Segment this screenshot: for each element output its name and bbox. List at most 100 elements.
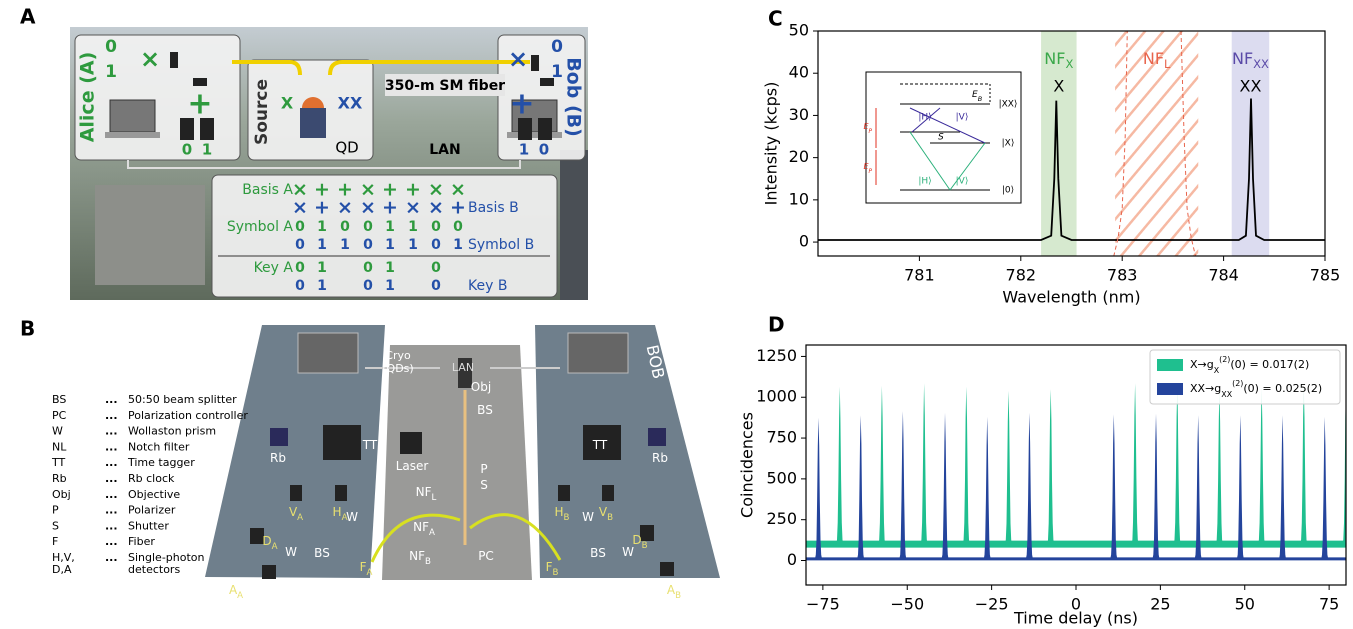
x-tick-label: 782 [1006,266,1037,285]
legend-swatch [1157,359,1183,371]
scene-label-part: A [297,513,303,523]
bob-bit: 0 [551,37,563,57]
x-photon-label: X [281,94,294,113]
y-tick-label: 500 [766,468,797,487]
scene-label-part: TT [592,438,608,452]
table-row-label: Basis B [468,200,519,216]
inset-pol: |H⟩ [918,113,931,123]
legend-abbr: Obj [52,488,71,501]
table-cell: 1 [385,219,395,235]
legend-desc: Shutter [128,519,169,532]
scene-label-part: (QDs) [382,362,413,375]
table-cell: 0 [295,237,305,253]
scene-label: PC [478,549,494,563]
scene-label-part: W [622,545,634,559]
inset-eb-part: B [978,95,983,103]
scene-label-part: NF [409,549,425,563]
legend-desc: Polarizer [128,504,176,517]
table-cell: 1 [385,260,395,276]
laptop [105,132,160,138]
scene-label-part: A [272,542,278,552]
table-row-label: Key A [254,260,294,276]
legend-abbr: F [52,535,58,548]
peak [1318,417,1332,559]
laptop [568,333,628,373]
table-cell: × [337,197,353,219]
fiber-label: 350-m SM fiber [385,78,505,94]
table-cell: 1 [317,219,327,235]
scene-label: Laser [396,459,429,473]
scene-label-part: W [346,510,358,524]
panel-label: B [20,317,35,341]
quantum-dot [300,108,326,138]
peak [833,387,847,545]
peak [980,417,994,559]
table-row-label: Key B [468,278,507,294]
peak [1297,386,1311,544]
scene-label: BS [477,403,493,417]
y-tick-label: 20 [789,147,809,166]
scene-label: AA [229,583,243,601]
legend-label-part: XX [1190,382,1206,395]
peak-label: X [1053,77,1064,96]
table-row-label: Basis A [242,182,293,198]
table-cell: 0 [431,278,441,294]
panel-label: D [768,313,785,337]
scene-label: ALICE [219,347,247,396]
table-cell: 1 [317,237,327,253]
scene-label: AB [667,583,681,601]
legend-label-part: (0) = 0.017(2) [1230,358,1309,371]
peak [812,418,826,559]
legend-desc: Notch filter [128,440,190,453]
y-axis-label: Intensity (kcps) [762,82,781,206]
inset-pol: |V⟩ [956,177,969,187]
legend-desc: Time tagger [127,456,195,469]
x-tick-label: 784 [1208,266,1239,285]
peak [1213,390,1227,544]
bob-bit: 1 [551,62,563,82]
table-cell: 1 [317,260,327,276]
alice-bit: 0 [105,37,117,57]
scene-label: LAN [452,361,474,374]
legend-abbr: TT [51,456,66,469]
legend-separator: ... [105,456,118,469]
filter-label-part: NF [1232,49,1253,68]
laser [400,432,422,454]
laptop [298,333,358,373]
legend-abbr: Rb [52,472,67,485]
scene-label-part: Cryo [385,349,411,362]
scene-label: Rb [652,451,668,465]
table-cell: + [314,197,330,219]
table-cell: 0 [295,278,305,294]
peak [896,411,910,559]
alice-bit: 1 [105,62,117,82]
peak [917,383,931,544]
table-cell: 0 [431,260,441,276]
legend-separator: ... [105,440,118,453]
bob-basis: × [508,45,528,73]
table-row-label: Symbol A [227,219,294,235]
x-tick-label: 781 [904,266,935,285]
bob-output: 1 [519,141,529,159]
scene-label-part: H [333,505,342,519]
qd-label: QD [335,139,358,157]
inset-s: S [938,133,944,143]
legend-desc: Rb clock [128,472,175,485]
scene-label: W [622,545,634,559]
scene-label-part: NF [413,520,429,534]
inset-level-label: |0⟩ [1002,186,1014,196]
panel-label: C [768,7,783,31]
table-cell: 0 [363,278,373,294]
peak [1234,415,1248,559]
scene-label-part: S [480,478,488,492]
filter-label-part: X [1065,57,1073,71]
legend-desc: 50:50 beam splitter [128,393,237,406]
table-row-label: Symbol B [468,237,534,253]
x-tick-label: 75 [1319,595,1339,614]
scene-label: BS [314,546,330,560]
source-label: Source [252,79,272,145]
y-tick-label: 0 [799,232,809,251]
scene-label-part: NF [416,485,432,499]
x-tick-label: −50 [890,595,924,614]
legend-separator: ... [105,519,118,532]
